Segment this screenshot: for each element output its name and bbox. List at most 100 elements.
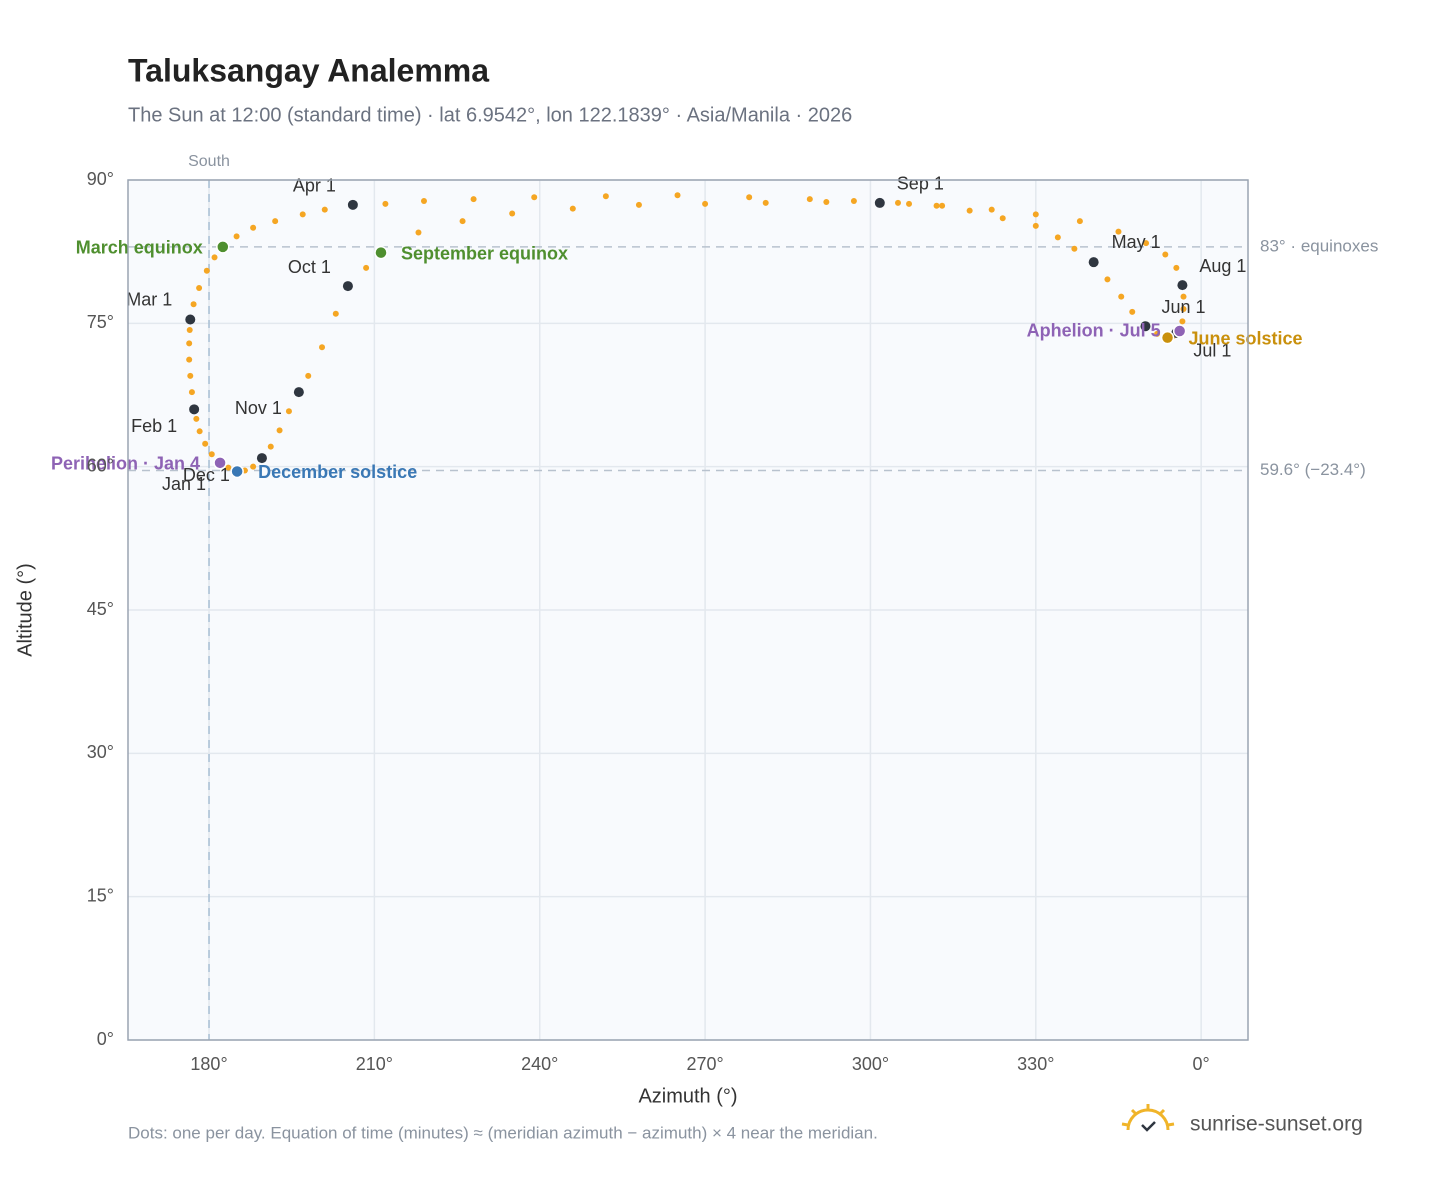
reference-label: South xyxy=(188,153,230,170)
sun-dot xyxy=(1154,330,1161,337)
y-tick-label: 60° xyxy=(87,455,114,475)
month-label: Dec 1 xyxy=(183,465,230,485)
month-marker xyxy=(342,281,353,292)
sun-dot xyxy=(415,229,422,236)
month-label: Jun 1 xyxy=(1161,297,1205,317)
sun-dot xyxy=(332,310,339,317)
sun-dot xyxy=(635,201,642,208)
month-marker xyxy=(185,314,196,325)
y-tick-label: 90° xyxy=(87,169,114,189)
sun-dot xyxy=(1115,228,1122,235)
sun-dot xyxy=(363,264,370,271)
sun-dot xyxy=(1054,234,1061,241)
x-tick-label: 210° xyxy=(356,1054,393,1074)
sun-dot xyxy=(999,215,1006,222)
reference-label: 59.6° (−23.4°) xyxy=(1260,460,1366,479)
sun-dot xyxy=(272,218,279,225)
sun-dot xyxy=(1180,293,1187,300)
sun-dot xyxy=(1032,211,1039,218)
x-tick-label: 0° xyxy=(1193,1054,1210,1074)
sun-dot xyxy=(602,193,609,200)
month-marker xyxy=(874,197,885,208)
sun-dot xyxy=(1118,293,1125,300)
chart-title: Taluksangay Analemma xyxy=(128,52,489,88)
sun-dot xyxy=(250,463,257,470)
chart-subtitle: The Sun at 12:00 (standard time) · lat 6… xyxy=(128,104,852,126)
month-marker xyxy=(1140,321,1151,332)
sun-dot xyxy=(203,267,210,274)
month-label: Oct 1 xyxy=(288,257,331,277)
sun-dot xyxy=(509,210,516,217)
sun-dot xyxy=(305,372,312,379)
brand-logo xyxy=(1121,1104,1175,1132)
sun-dot xyxy=(196,428,203,435)
sun-dot xyxy=(850,198,857,205)
sun-dot xyxy=(186,356,193,363)
y-tick-label: 15° xyxy=(87,885,114,905)
sun-dot xyxy=(211,254,218,261)
sun-dot xyxy=(823,198,830,205)
sun-dot xyxy=(1173,264,1180,271)
sun-dot xyxy=(276,427,283,434)
month-marker xyxy=(189,404,200,415)
event-marker xyxy=(374,245,388,260)
sun-dot xyxy=(187,372,194,379)
month-label: Apr 1 xyxy=(293,176,336,196)
sun-dot xyxy=(382,200,389,207)
sun-dot xyxy=(939,202,946,209)
month-label: Aug 1 xyxy=(1199,256,1246,276)
event-label: September equinox xyxy=(401,243,568,263)
month-marker xyxy=(347,199,358,210)
sun-dot xyxy=(188,389,195,396)
sun-dot xyxy=(267,443,274,450)
month-label: Jul 1 xyxy=(1193,341,1231,361)
marks: Jan 1 Feb 1 Mar 1 Apr 1 May 1 Jun 1 Jul 1 Aug 1… xyxy=(51,174,1303,495)
sun-dot xyxy=(233,233,240,240)
sun-dot xyxy=(202,440,209,447)
month-label: Jan 1 xyxy=(162,474,206,494)
sun-dot xyxy=(702,200,709,207)
event-marker xyxy=(213,456,227,470)
brand: sunrise-sunset.org xyxy=(1190,1113,1363,1136)
event-marker xyxy=(216,240,230,254)
plot-frame xyxy=(127,179,1249,1041)
sun-dot xyxy=(1076,218,1083,225)
month-label: May 1 xyxy=(1112,232,1161,252)
sun-dot xyxy=(420,198,427,205)
event-marker xyxy=(230,464,244,479)
x-tick-label: 180° xyxy=(190,1054,227,1074)
sun-dot xyxy=(225,464,232,471)
sun-dot xyxy=(1104,276,1111,283)
sun-dot xyxy=(569,205,576,212)
event-label: December solstice xyxy=(258,462,417,482)
sun-dot xyxy=(1129,308,1136,315)
sun-dot xyxy=(459,218,466,225)
sun-dot xyxy=(988,206,995,213)
month-label: Mar 1 xyxy=(126,289,172,309)
sun-dot xyxy=(1179,318,1186,325)
footnote: Dots: one per day. Equation of time (min… xyxy=(128,1123,878,1142)
y-axis-label: Altitude (°) xyxy=(14,563,36,657)
month-marker xyxy=(256,453,267,464)
y-tick-label: 0° xyxy=(97,1029,114,1049)
sun-dot xyxy=(746,194,753,201)
sun-dot xyxy=(1071,245,1078,252)
month-label: Sep 1 xyxy=(897,174,944,194)
sun-dot xyxy=(674,192,681,199)
x-tick-label: 300° xyxy=(852,1054,889,1074)
month-marker xyxy=(1088,257,1099,268)
month-marker xyxy=(1177,280,1188,291)
sun-dot xyxy=(193,415,200,422)
sun-dot xyxy=(966,207,973,214)
y-tick-label: 30° xyxy=(87,742,114,762)
y-tick-label: 45° xyxy=(87,599,114,619)
sun-dot xyxy=(1143,240,1150,247)
sun-dot xyxy=(299,211,306,218)
sun-dot xyxy=(1162,251,1169,258)
event-label: Perihelion · Jan 4 xyxy=(51,454,200,474)
sun-dot xyxy=(531,194,538,201)
month-label: Nov 1 xyxy=(235,398,282,418)
y-tick-label: 75° xyxy=(87,312,114,332)
sun-dot xyxy=(285,408,292,415)
